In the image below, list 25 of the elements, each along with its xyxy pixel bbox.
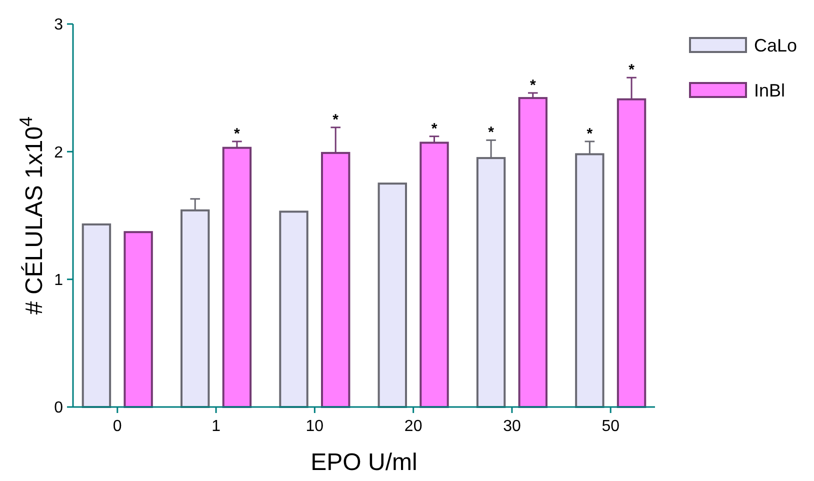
y-tick-label: 2	[54, 144, 64, 162]
x-tick-label: 50	[602, 418, 620, 435]
y-tick-label: 3	[54, 16, 64, 34]
x-tick-label: 30	[503, 418, 521, 435]
data-label: *	[530, 76, 536, 94]
data-label: *	[234, 125, 240, 142]
x-tick-label: 1	[212, 418, 221, 435]
y-tick-label: 0	[54, 400, 64, 417]
x-tick-label: 10	[306, 418, 324, 435]
data-label: *	[488, 124, 494, 142]
legend-label: CaLo	[754, 35, 798, 56]
legend-label: InBl	[754, 80, 786, 100]
bar	[124, 231, 153, 408]
x-axis-title: EPO U/ml	[310, 449, 418, 476]
data-label: *	[628, 62, 635, 79]
y-tick-label: 1	[54, 272, 64, 289]
x-tick-label: 20	[404, 418, 422, 435]
bar	[378, 182, 407, 408]
data-label: *	[332, 111, 339, 128]
x-tick-label: 0	[112, 418, 122, 435]
bar	[518, 97, 548, 408]
bar	[82, 223, 112, 408]
bar	[279, 210, 308, 408]
data-label: *	[586, 125, 593, 142]
data-label: *	[431, 120, 438, 138]
